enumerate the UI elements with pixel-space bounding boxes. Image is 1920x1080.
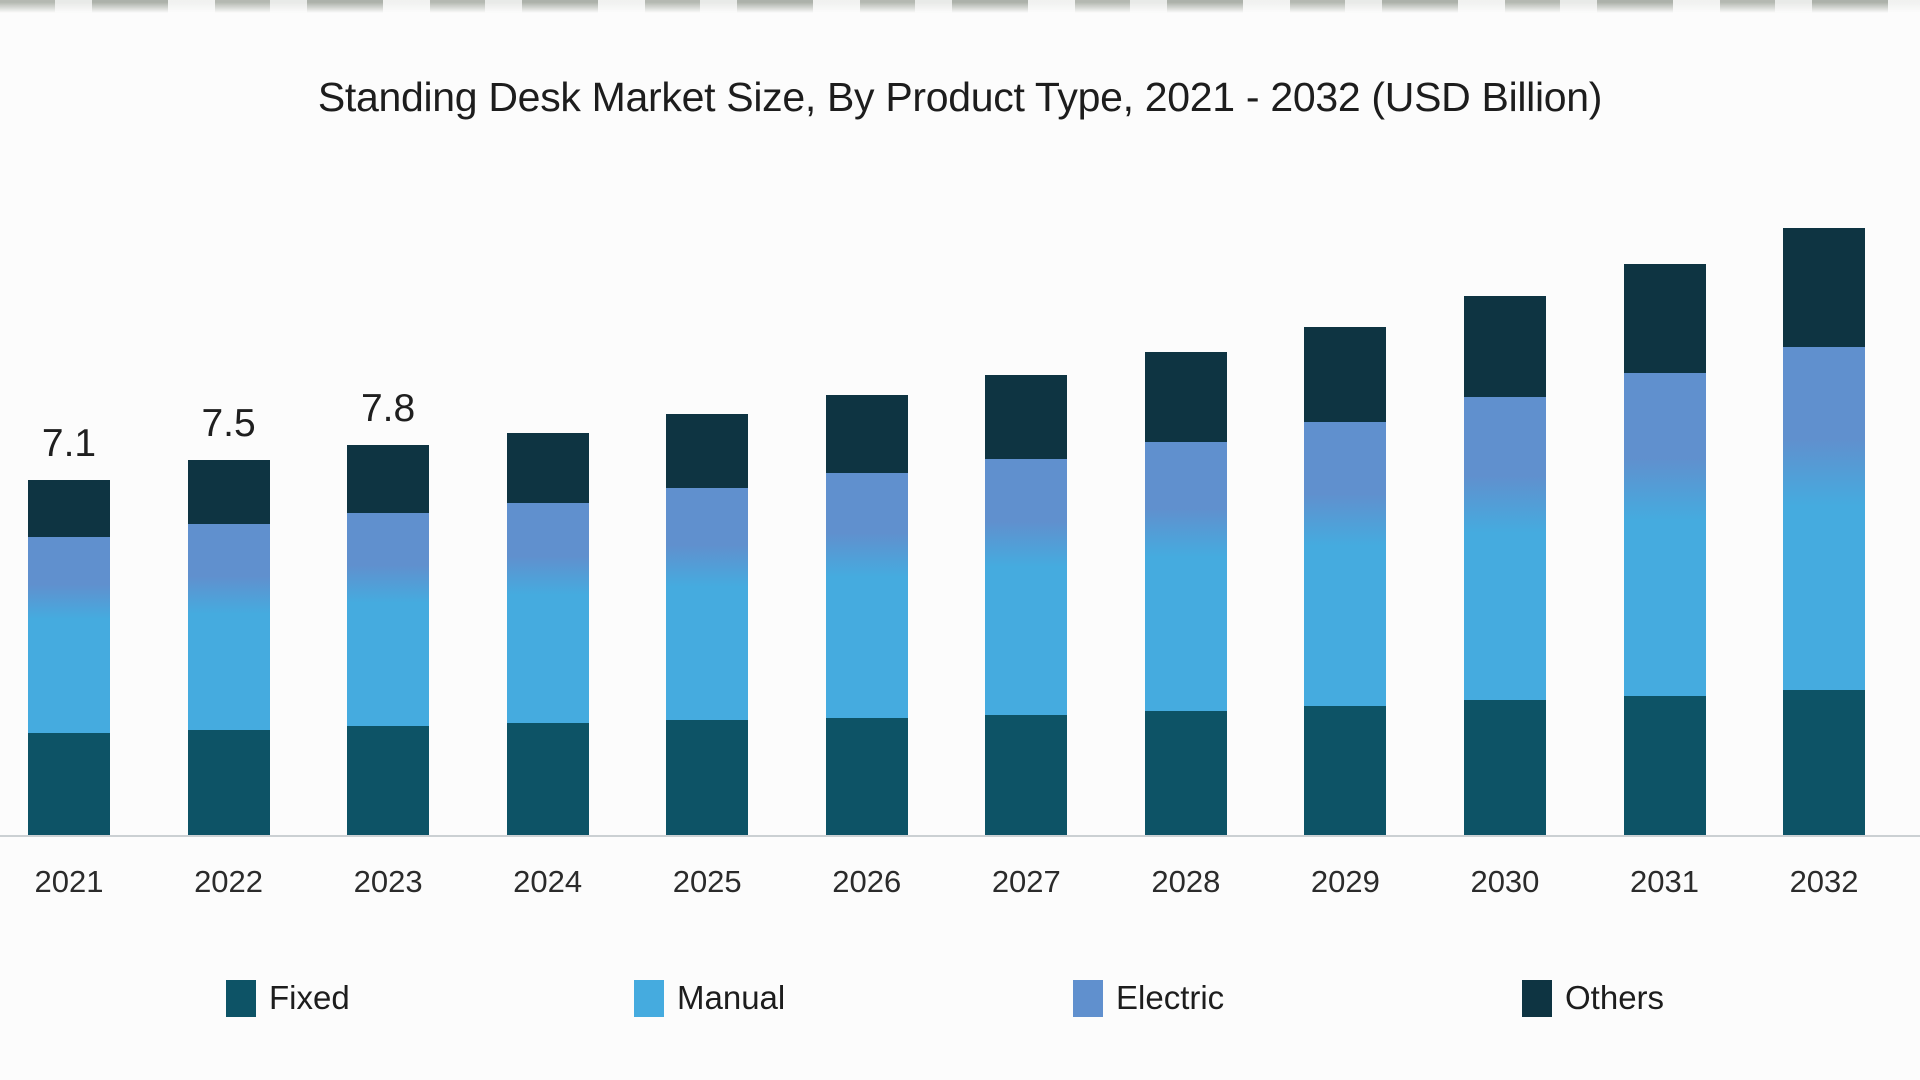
segment-electric-2026 [825, 473, 908, 577]
x-tick-2029: 2029 [1310, 864, 1380, 899]
x-tick-2024: 2024 [513, 864, 583, 899]
x-tick-2022: 2022 [194, 864, 264, 899]
segment-manual-2021 [28, 619, 110, 733]
legend-label-manual: Manual [677, 979, 786, 1016]
segment-manual-2030 [1463, 533, 1546, 700]
segment-electric-2025 [666, 488, 749, 587]
segment-fixed-2022 [187, 730, 270, 835]
bar-2028 [1144, 352, 1227, 835]
segment-others-2028 [1144, 352, 1227, 442]
legend-swatch-others [1522, 979, 1552, 1017]
bar-2023 [347, 445, 430, 835]
segment-fixed-2031 [1623, 696, 1706, 835]
segment-others-2032 [1783, 228, 1866, 347]
segment-others-2027 [985, 375, 1068, 459]
bar-2022 [187, 460, 270, 835]
total-label-2023: 7.8 [360, 387, 416, 430]
segment-others-2025 [666, 414, 749, 488]
segment-fixed-2025 [666, 720, 749, 835]
segment-manual-2031 [1623, 520, 1706, 696]
x-tick-2031: 2031 [1630, 864, 1699, 899]
segment-others-2029 [1304, 327, 1387, 422]
segment-others-2024 [506, 433, 589, 503]
bar-2026 [825, 395, 908, 835]
segment-fixed-2023 [347, 726, 430, 835]
legend-item-manual: Manual [634, 979, 785, 1017]
segment-manual-2027 [985, 567, 1068, 715]
segment-fixed-2021 [28, 733, 110, 835]
bar-2031 [1623, 264, 1706, 835]
segment-fixed-2027 [985, 715, 1068, 835]
segment-fixed-2024 [506, 723, 589, 835]
segment-fixed-2029 [1304, 706, 1387, 835]
x-axis-line [0, 835, 1920, 837]
bar-2021 [28, 480, 110, 835]
legend-label-others: Others [1565, 979, 1665, 1016]
legend-swatch-electric [1073, 979, 1103, 1017]
x-tick-2028: 2028 [1151, 864, 1221, 899]
bar-2027 [985, 375, 1068, 835]
x-tick-2026: 2026 [832, 864, 902, 899]
segment-manual-2028 [1144, 557, 1227, 711]
segment-electric-2029 [1304, 422, 1387, 546]
x-tick-2023: 2023 [353, 864, 423, 899]
total-label-2021: 7.1 [41, 422, 97, 465]
segment-manual-2022 [187, 614, 270, 730]
total-label-2022: 7.5 [201, 402, 256, 445]
x-tick-2032: 2032 [1789, 864, 1859, 899]
segment-manual-2032 [1783, 506, 1866, 690]
segment-others-2031 [1623, 264, 1706, 373]
legend-label-electric: Electric [1116, 979, 1225, 1016]
segment-electric-2030 [1463, 397, 1546, 533]
bar-2024 [506, 433, 589, 835]
bar-2032 [1783, 228, 1866, 835]
segment-manual-2025 [666, 587, 749, 720]
legend-item-fixed: Fixed [226, 979, 350, 1017]
segment-electric-2032 [1783, 347, 1866, 506]
segment-electric-2024 [506, 503, 589, 595]
segment-electric-2023 [347, 513, 430, 603]
segment-electric-2022 [187, 524, 270, 614]
segment-electric-2028 [1144, 442, 1227, 557]
segment-others-2021 [28, 480, 110, 537]
x-tick-2025: 2025 [672, 864, 742, 899]
segment-others-2023 [347, 445, 430, 513]
bar-2029 [1304, 327, 1387, 835]
segment-electric-2031 [1623, 373, 1706, 520]
segment-manual-2024 [506, 595, 589, 723]
segment-manual-2023 [347, 603, 430, 726]
legend-item-electric: Electric [1073, 979, 1224, 1017]
segment-electric-2021 [28, 537, 110, 619]
x-tick-2021: 2021 [34, 864, 104, 899]
segment-others-2026 [825, 395, 908, 473]
legend-label-fixed: Fixed [269, 979, 350, 1016]
screenshot-top-edge-artifact [0, 0, 1920, 13]
legend-swatch-fixed [226, 979, 256, 1017]
x-tick-2027: 2027 [991, 864, 1061, 899]
segment-fixed-2028 [1144, 711, 1227, 835]
segment-electric-2027 [985, 459, 1068, 567]
bar-2030 [1463, 296, 1546, 835]
segment-others-2030 [1463, 296, 1546, 397]
segment-fixed-2030 [1463, 700, 1546, 835]
legend-item-others: Others [1522, 979, 1664, 1017]
legend-swatch-manual [634, 979, 664, 1017]
x-tick-2030: 2030 [1470, 864, 1540, 899]
segment-others-2022 [187, 460, 270, 524]
segment-manual-2026 [825, 577, 908, 718]
segment-manual-2029 [1304, 546, 1387, 706]
chart-title: Standing Desk Market Size, By Product Ty… [317, 74, 1603, 120]
bar-2025 [666, 414, 749, 835]
segment-fixed-2026 [825, 718, 908, 835]
segment-fixed-2032 [1783, 690, 1866, 835]
